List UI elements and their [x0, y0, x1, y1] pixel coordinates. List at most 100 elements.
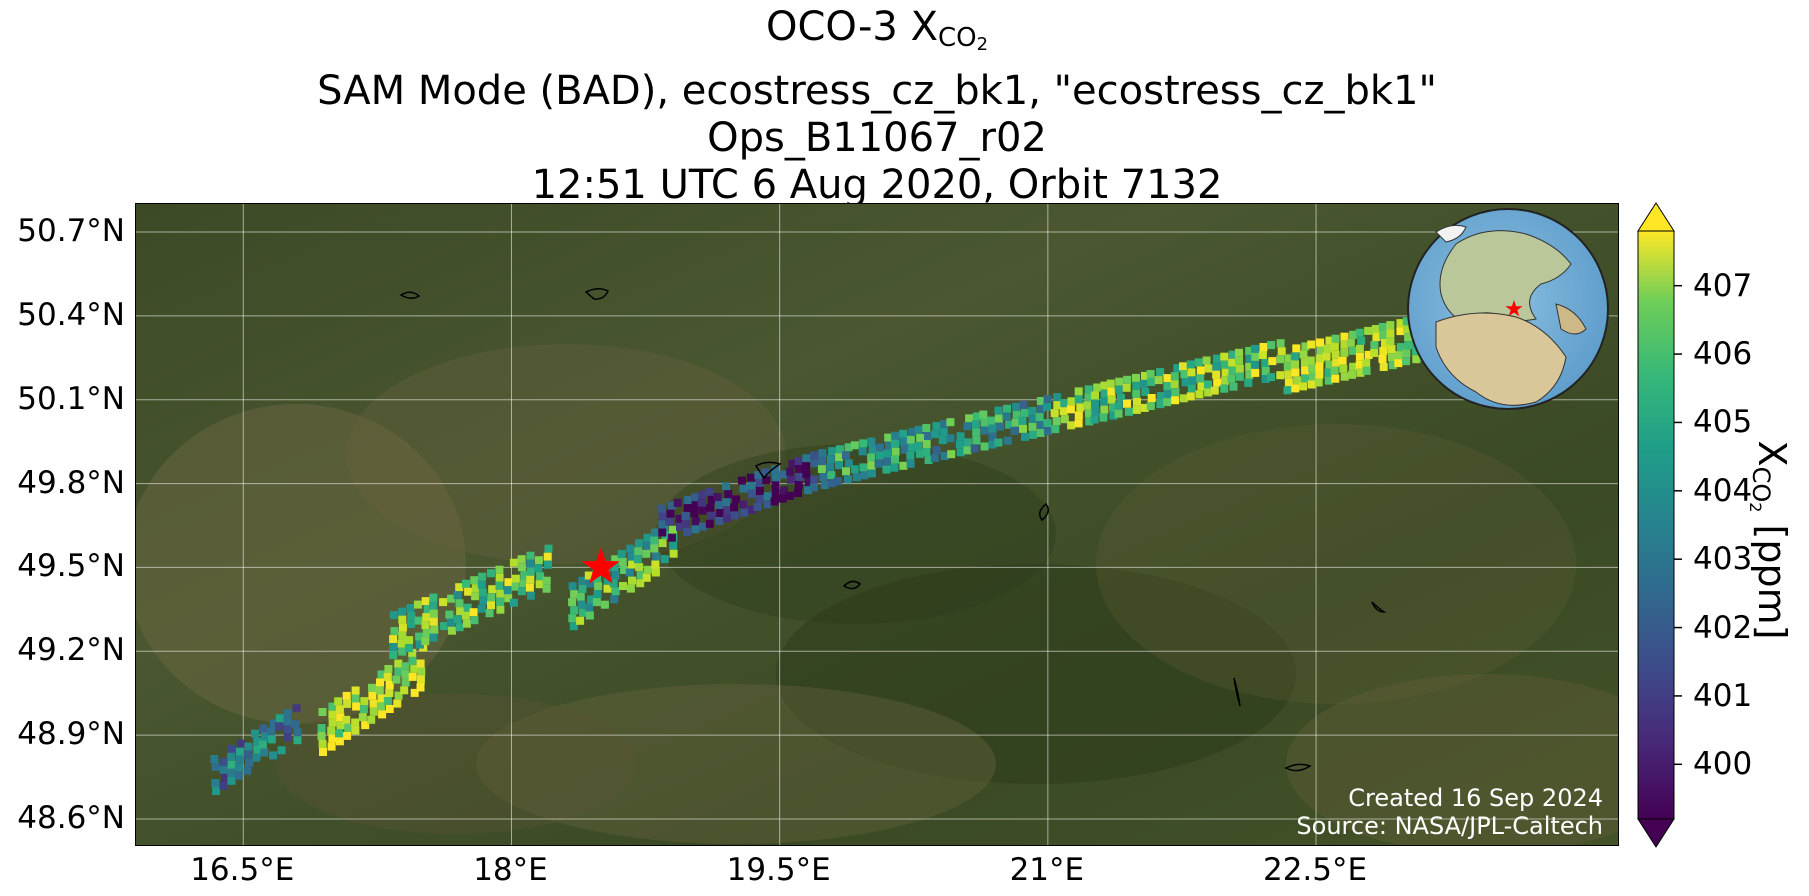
- xco2-pixel: [715, 517, 724, 525]
- xco2-pixel: [1370, 341, 1379, 349]
- xco2-pixel: [1124, 407, 1133, 416]
- xco2-pixel: [1379, 347, 1388, 355]
- xco2-pixel: [1204, 364, 1213, 373]
- xco2-pixel: [738, 476, 746, 485]
- xco2-pixel: [1019, 424, 1027, 433]
- xco2-pixel: [1221, 376, 1229, 385]
- xco2-pixel: [681, 512, 690, 521]
- xco2-pixel: [517, 587, 526, 596]
- xco2-pixel: [429, 617, 438, 626]
- xco2-pixel: [1301, 374, 1309, 383]
- xco2-pixel: [455, 623, 464, 632]
- xco2-pixel: [1066, 405, 1075, 414]
- xco2-pixel: [292, 704, 301, 713]
- lat-tick-label: 50.7°N: [17, 212, 125, 249]
- xco2-pixel: [860, 471, 869, 480]
- xco2-pixel: [636, 579, 645, 588]
- xco2-pixel: [690, 509, 699, 518]
- xco2-pixel: [699, 522, 707, 531]
- xco2-pixel: [1315, 370, 1324, 379]
- xco2-pixel: [478, 572, 487, 581]
- xco2-pixel: [972, 412, 981, 421]
- xco2-pixel: [643, 565, 652, 574]
- xco2-pixel: [234, 763, 243, 772]
- xco2-pixel: [415, 640, 424, 649]
- xco2-pixel: [1412, 355, 1421, 364]
- xco2-pixel: [707, 495, 716, 504]
- xco2-pixel: [237, 739, 246, 748]
- xco2-pixel: [416, 683, 425, 692]
- xco2-pixel: [1372, 333, 1381, 341]
- xco2-pixel: [227, 768, 236, 777]
- xco2-pixel: [753, 503, 762, 511]
- xco2-pixel: [1404, 341, 1413, 350]
- xco2-pixel: [876, 443, 884, 452]
- xco2-pixel: [899, 437, 908, 446]
- colorbar-tick-label: 407: [1693, 267, 1753, 304]
- xco2-pixel: [1156, 392, 1165, 401]
- xco2-pixel: [376, 702, 385, 711]
- xco2-pixel: [1387, 345, 1396, 354]
- xco2-pixel: [404, 644, 413, 653]
- xco2-pixel: [1170, 372, 1179, 381]
- xco2-pixel: [938, 436, 947, 445]
- xco2-pixel: [683, 504, 692, 513]
- xco2-pixel: [1235, 356, 1243, 365]
- xco2-pixel: [385, 681, 394, 689]
- xco2-pixel: [1106, 379, 1115, 388]
- xco2-pixel: [1123, 399, 1131, 408]
- xco2-pixel: [1403, 325, 1411, 334]
- xco2-pixel: [456, 607, 465, 616]
- xco2-pixel: [511, 574, 520, 583]
- xco2-pixel: [478, 588, 487, 597]
- xco2-pixel: [1355, 328, 1364, 337]
- xco2-pixel: [626, 544, 635, 553]
- xco2-pixel: [827, 471, 836, 480]
- xco2-pixel: [794, 489, 802, 497]
- xco2-pixel: [1091, 399, 1099, 408]
- xco2-pixel: [970, 444, 979, 453]
- xco2-pixel: [946, 434, 955, 443]
- xco2-pixel: [843, 475, 852, 484]
- xco2-pixel: [600, 600, 609, 609]
- xco2-pixel: [650, 528, 659, 537]
- xco2-pixel: [771, 473, 780, 482]
- xco2-pixel: [496, 589, 505, 598]
- xco2-pixel: [676, 522, 684, 531]
- xco2-pixel: [495, 573, 504, 582]
- xco2-pixel: [867, 461, 876, 470]
- xco2-pixel: [487, 601, 495, 610]
- xco2-pixel: [834, 477, 842, 486]
- xco2-pixel: [385, 705, 394, 713]
- xco2-pixel: [908, 427, 917, 436]
- xco2-pixel: [463, 603, 472, 612]
- xco2-pixel: [802, 454, 811, 463]
- terrain-patch: [776, 564, 1296, 784]
- xco2-pixel: [1340, 348, 1349, 357]
- xco2-pixel: [318, 740, 327, 748]
- xco2-pixel: [1276, 339, 1285, 348]
- xco2-pixel: [377, 694, 386, 703]
- xco2-pixel: [667, 533, 676, 542]
- xco2-pixel: [666, 509, 675, 518]
- xco2-pixel: [979, 410, 988, 419]
- globe-ice: [1435, 224, 1467, 243]
- xco2-pixel: [568, 582, 577, 591]
- terrain-patch: [476, 684, 996, 844]
- lon-tick-label: 16.5°E: [190, 852, 295, 888]
- xco2-pixel: [445, 610, 454, 619]
- xco2-pixel: [1330, 366, 1339, 375]
- xco2-pixel: [1210, 386, 1219, 395]
- xco2-pixel: [732, 495, 741, 504]
- xco2-pixel: [1292, 344, 1301, 353]
- xco2-pixel: [635, 563, 644, 572]
- xco2-pixel: [914, 441, 923, 450]
- xco2-pixel: [1170, 380, 1179, 389]
- xco2-pixel: [361, 721, 370, 730]
- xco2-pixel: [328, 710, 337, 719]
- lake-outline: [584, 288, 609, 300]
- xco2-pixel: [389, 643, 398, 652]
- xco2-pixel: [972, 428, 981, 437]
- colorbar-extend-max: [1637, 202, 1675, 232]
- map-gridlines: [136, 204, 1618, 845]
